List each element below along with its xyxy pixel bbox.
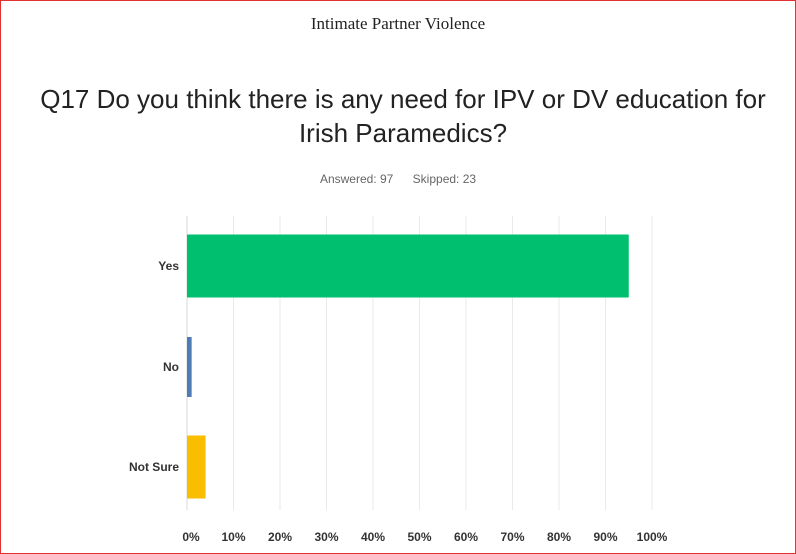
skipped-count: Skipped: 23 [412, 172, 477, 186]
x-tick-label: 90% [593, 530, 617, 544]
x-tick-label: 30% [314, 530, 338, 544]
category-label: Yes [158, 259, 179, 273]
x-tick-label: 60% [454, 530, 478, 544]
x-tick-label: 20% [268, 530, 292, 544]
x-tick-label: 80% [547, 530, 571, 544]
bar-not-sure [187, 435, 206, 499]
category-label: Not Sure [129, 460, 179, 474]
bar-no [187, 337, 192, 397]
x-tick-label: 50% [407, 530, 431, 544]
x-tick-label: 40% [361, 530, 385, 544]
document-header: Intimate Partner Violence [310, 14, 486, 33]
bar-yes [187, 234, 629, 298]
x-tick-label: 70% [500, 530, 524, 544]
x-tick-label: 0% [182, 530, 200, 544]
answered-count: Answered: 97 [319, 172, 394, 186]
response-stats: Answered: 97 Skipped: 23 [0, 172, 796, 186]
category-label: No [163, 360, 179, 374]
x-tick-label: 100% [637, 530, 668, 544]
x-tick-label: 10% [221, 530, 245, 544]
question-title: Q17 Do you think there is any need for I… [40, 84, 766, 148]
